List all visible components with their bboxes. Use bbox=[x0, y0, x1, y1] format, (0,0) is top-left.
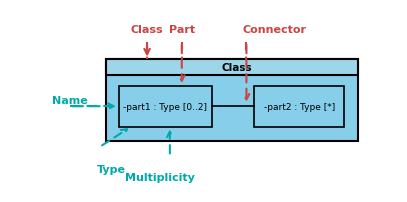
Bar bbox=[106, 60, 359, 76]
Bar bbox=[106, 60, 359, 141]
Text: -part1 : Type [0..2]: -part1 : Type [0..2] bbox=[123, 102, 207, 111]
Text: Class: Class bbox=[131, 25, 163, 35]
Text: Type: Type bbox=[96, 164, 126, 174]
Text: Name: Name bbox=[53, 96, 88, 105]
Text: Class: Class bbox=[222, 63, 253, 73]
Text: -part2 : Type [*]: -part2 : Type [*] bbox=[264, 102, 335, 111]
Bar bbox=[254, 86, 344, 127]
Bar bbox=[119, 86, 212, 127]
Text: Multiplicity: Multiplicity bbox=[125, 172, 195, 182]
Text: Connector: Connector bbox=[243, 25, 307, 35]
Text: Part: Part bbox=[169, 25, 195, 35]
